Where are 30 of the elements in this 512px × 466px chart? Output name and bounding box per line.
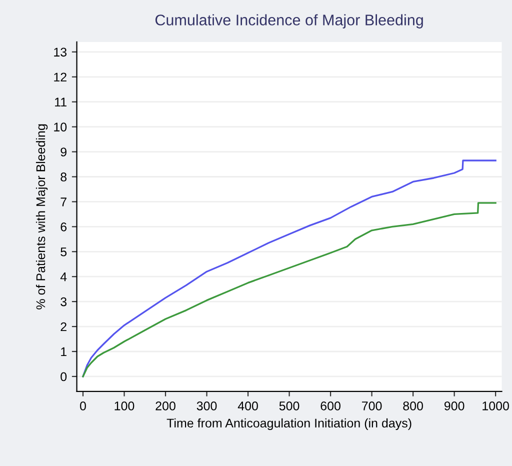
- x-tick-label: 300: [196, 401, 217, 410]
- x-tick-label: 700: [362, 401, 382, 410]
- x-tick-label: 600: [320, 401, 340, 410]
- y-tick-label: 0: [60, 372, 67, 382]
- y-tick-label: 2: [60, 322, 66, 332]
- y-tick-label: 11: [55, 98, 66, 106]
- y-tick-label: 6: [60, 222, 67, 232]
- line-series: [82, 202, 496, 378]
- y-tick-label: 8: [60, 172, 67, 182]
- x-tick-label: 0: [80, 401, 86, 410]
- x-tick-label: 900: [444, 401, 464, 410]
- x-tick-label: 1000: [482, 401, 509, 410]
- y-tick-label: 7: [60, 198, 66, 206]
- x-tick-label: 400: [238, 401, 258, 410]
- y-tick-label: 13: [54, 48, 67, 57]
- y-tick-label: 5: [60, 248, 67, 256]
- x-tick-label: 100: [114, 401, 134, 410]
- y-tick-label: 10: [54, 122, 67, 132]
- x-tick-label: 500: [279, 401, 300, 410]
- x-axis-title: Time from Anticoagulation Initiation (in days): [166, 418, 412, 430]
- y-tick-label: 1: [61, 347, 66, 356]
- x-tick-label: 200: [156, 401, 176, 410]
- y-tick-label: 9: [60, 148, 66, 156]
- chart-title: Cumulative Incidence of Major Bleeding: [155, 14, 423, 28]
- y-tick-label: 12: [54, 72, 66, 82]
- line-series: [82, 160, 496, 378]
- y-tick-label: 4: [60, 272, 67, 282]
- y-tick-label: 3: [60, 297, 67, 306]
- y-axis-title: % of Patients with Major Bleeding: [36, 124, 48, 310]
- x-tick-label: 800: [403, 401, 423, 410]
